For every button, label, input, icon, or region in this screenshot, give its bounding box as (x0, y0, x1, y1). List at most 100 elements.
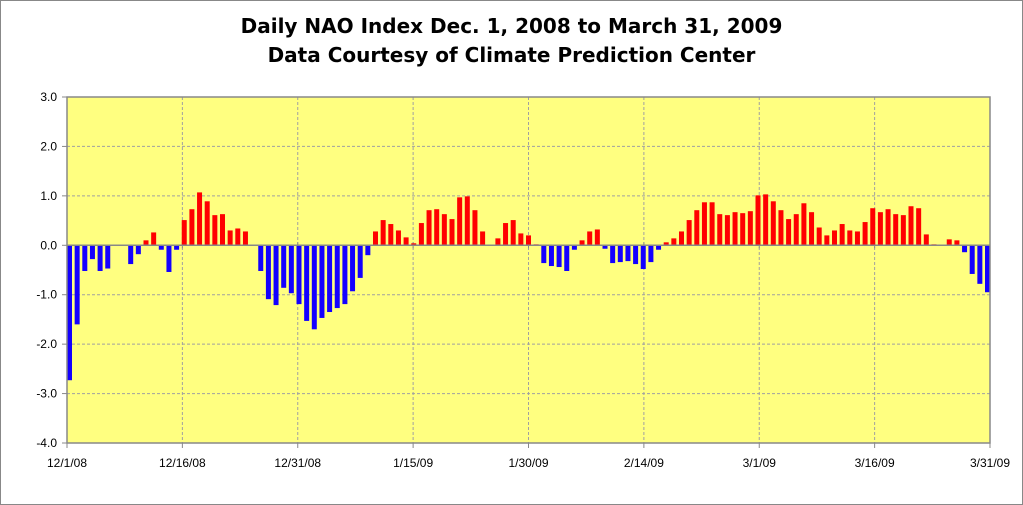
bar (418, 223, 424, 246)
bar (801, 203, 807, 246)
bar (862, 222, 868, 246)
bar (97, 245, 103, 271)
x-tick-label: 1/15/09 (393, 456, 433, 470)
bar (82, 245, 88, 271)
bar (296, 245, 302, 305)
bar (977, 245, 983, 284)
bar (510, 220, 516, 246)
bar (786, 219, 792, 246)
bar (793, 214, 799, 246)
bar (503, 223, 509, 246)
bar (594, 229, 600, 246)
bar (579, 240, 585, 246)
bar (847, 230, 853, 246)
chart-title: Daily NAO Index Dec. 1, 2008 to March 31… (240, 14, 783, 38)
bar (809, 212, 815, 246)
bar (717, 214, 723, 246)
bar (663, 242, 669, 246)
bar (441, 214, 447, 246)
x-tick-label: 1/30/09 (508, 456, 548, 470)
bar (342, 245, 348, 305)
bar (962, 245, 968, 253)
bar (679, 231, 684, 246)
bar (357, 245, 363, 278)
x-tick-label: 12/31/08 (274, 456, 321, 470)
bar (166, 245, 172, 272)
bar (151, 232, 157, 246)
bar (923, 234, 929, 246)
bar (472, 210, 478, 246)
bar (273, 245, 279, 306)
bar (457, 197, 463, 246)
bar (89, 245, 95, 260)
bar (143, 240, 149, 246)
bar (518, 233, 524, 246)
y-tick-label: 1.0 (40, 189, 57, 203)
y-tick-label: -1.0 (36, 288, 57, 302)
y-tick-label: -4.0 (36, 436, 57, 450)
bar (350, 245, 356, 292)
bar (755, 195, 761, 246)
x-tick-label: 12/16/08 (159, 456, 206, 470)
plot-border (66, 96, 991, 444)
bar (526, 235, 531, 246)
bar (480, 231, 486, 246)
bar (434, 209, 440, 246)
bar (334, 245, 340, 309)
x-tick-label: 12/1/08 (47, 456, 87, 470)
bar (770, 201, 776, 246)
y-tick-label: -3.0 (36, 387, 57, 401)
bar (288, 245, 294, 294)
bar (174, 245, 180, 250)
x-tick-label: 3/31/09 (970, 456, 1010, 470)
bar (671, 238, 677, 246)
bar (633, 245, 639, 265)
y-tick-label: 3.0 (40, 90, 57, 104)
bar (954, 240, 960, 246)
bar (541, 245, 547, 264)
bar (135, 245, 141, 255)
bar (281, 245, 287, 288)
bar (449, 219, 455, 246)
bar (732, 212, 738, 246)
bar (617, 245, 623, 263)
chart-title-block: Daily NAO Index Dec. 1, 2008 to March 31… (0, 12, 1023, 70)
bar (319, 245, 325, 318)
y-tick-label: -2.0 (36, 337, 57, 351)
chart-subtitle: Data Courtesy of Climate Prediction Cent… (267, 43, 756, 67)
y-tick-label: 2.0 (40, 139, 57, 153)
bar (464, 196, 470, 246)
bar (365, 245, 371, 256)
bar (969, 245, 975, 274)
bar (893, 214, 899, 246)
bar (495, 238, 501, 246)
bar (227, 230, 233, 246)
bar (204, 201, 210, 246)
bar (709, 202, 715, 246)
bar (235, 228, 241, 246)
bar (411, 243, 417, 246)
bar (648, 245, 654, 263)
bar (877, 212, 883, 246)
bar (258, 245, 264, 271)
bar (548, 245, 554, 267)
x-tick-label: 3/1/09 (743, 456, 777, 470)
bar (740, 213, 746, 246)
bar (854, 231, 860, 246)
bar (824, 235, 830, 246)
bar (900, 215, 906, 246)
bar (625, 245, 631, 262)
bar (656, 245, 662, 250)
bar (380, 220, 386, 246)
bar (602, 245, 608, 249)
bar (74, 245, 80, 325)
bar (686, 220, 692, 246)
bar (701, 202, 707, 246)
bar (694, 210, 700, 246)
bar (189, 209, 195, 246)
bar (587, 231, 593, 246)
bar (778, 210, 784, 246)
bar (128, 245, 134, 265)
bar (197, 192, 203, 246)
